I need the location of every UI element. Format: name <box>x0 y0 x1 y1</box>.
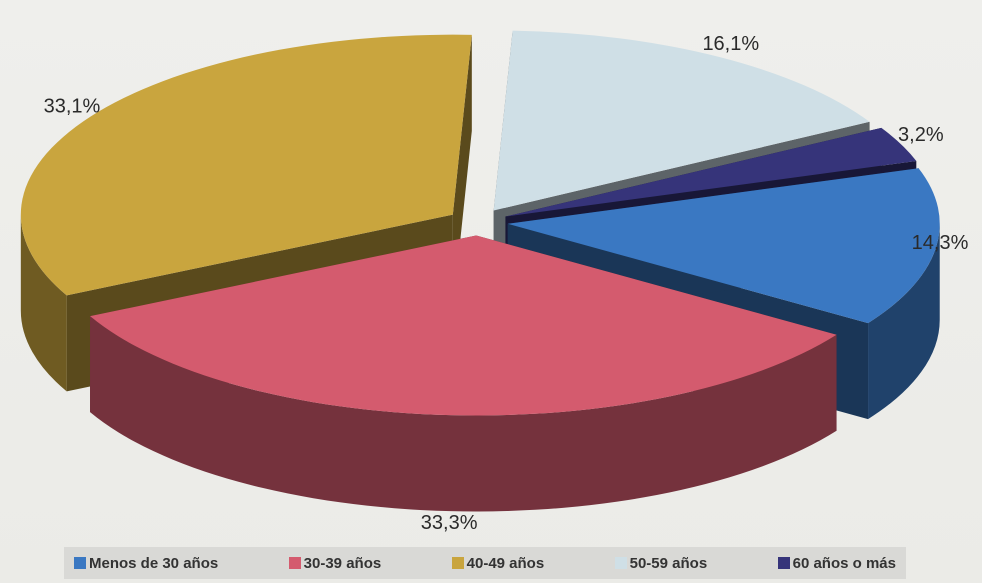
legend-swatch-30-39 <box>288 557 301 569</box>
legend-swatch-50-59 <box>614 557 627 569</box>
pie-label-50-59-anos: 16,1% <box>702 33 759 55</box>
legend-label-30-39: 30-39 años <box>303 554 382 572</box>
legend-label-40-49: 40-49 años <box>466 554 545 572</box>
pie-label-30-39-anos: 33,3% <box>421 512 478 534</box>
legend-item-menos-de-30: Menos de 30 años <box>74 555 218 572</box>
legend-swatch-60-o-mas <box>777 557 790 569</box>
pie-slice-top <box>90 235 837 416</box>
pie-slice-wall <box>868 223 940 420</box>
pie-slice-wall <box>20 214 67 392</box>
legend-label-menos-de-30: Menos de 30 años <box>89 554 219 572</box>
legend-item-60-o-mas: 60 años o más <box>777 554 896 572</box>
legend-item-50-59: 50-59 años <box>614 554 708 572</box>
pie-label-60-anos-o-mas: 3,2% <box>898 124 944 146</box>
pie-slice-wall <box>90 316 837 512</box>
legend-swatch-menos-de-30 <box>74 557 86 569</box>
pie-slice-top <box>507 168 940 324</box>
pie-slice-top <box>493 30 870 211</box>
legend-swatch-40-49 <box>451 557 464 569</box>
legend-item-30-39: 30-39 años <box>288 554 382 572</box>
legend-label-50-59: 50-59 años <box>629 554 708 572</box>
legend-label-60-o-mas: 60 años o más <box>792 554 896 572</box>
chart-legend: Menos de 30 años 30-39 años 40-49 años 5… <box>64 547 906 579</box>
pie-slice-top <box>505 127 917 217</box>
pie-label-menos-de-30-anos: 14,3% <box>912 232 969 254</box>
legend-item-40-49: 40-49 años <box>451 554 545 572</box>
pie-label-40-49-anos: 33,1% <box>44 95 101 117</box>
pie-slice-top <box>20 34 472 296</box>
pie-slice-30-39-anos <box>90 235 837 512</box>
